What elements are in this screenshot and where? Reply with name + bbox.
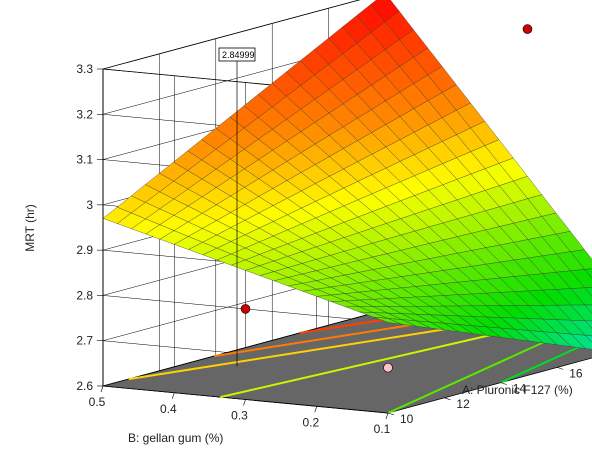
x-tick-label: 14 (513, 382, 527, 396)
tick-mark (243, 399, 246, 406)
annotation-text: 2.84999 (222, 50, 255, 60)
z-tick-label: 2.6 (76, 379, 93, 393)
tick-mark (100, 385, 104, 393)
x-tick-label: 12 (456, 397, 470, 411)
surface-cell (584, 320, 592, 329)
y-tick-label: 0.1 (374, 422, 391, 436)
y-axis-label: B: gellan gum (%) (128, 431, 223, 445)
tick-mark (314, 406, 318, 413)
grid-line (102, 0, 360, 70)
z-axis-label: MRT (hr) (23, 204, 37, 252)
z-tick-label: 2.8 (76, 288, 93, 302)
tick-mark (444, 397, 451, 401)
y-tick-label: 0.4 (160, 402, 177, 416)
surface-cell (570, 333, 592, 350)
surface-cell (570, 320, 592, 337)
y-tick-label: 0.2 (302, 415, 319, 429)
tick-mark (387, 412, 395, 416)
z-tick-label: 3.3 (76, 62, 93, 76)
y-tick-label: 0.5 (89, 395, 106, 409)
z-tick-label: 2.7 (76, 334, 93, 348)
x-axis-label: A: Pluronic F127 (%) (462, 383, 573, 397)
tick-mark (385, 412, 389, 420)
x-tick-label: 16 (569, 366, 583, 380)
tick-mark (500, 382, 507, 385)
surface-cell (584, 304, 592, 314)
contour-line (500, 340, 592, 384)
tick-mark (171, 392, 175, 399)
z-tick-label: 3 (86, 198, 93, 212)
floor-plane (102, 309, 592, 414)
design-points (240, 24, 533, 373)
tick-mark (557, 367, 564, 370)
x-tick-label: 10 (400, 412, 414, 426)
z-tick-label: 3.1 (76, 153, 93, 167)
annotation-callout: 2.84999 (218, 47, 256, 62)
z-tick-label: 2.9 (76, 243, 93, 257)
design-point (383, 362, 393, 373)
tick-labels: 2.62.72.82.933.13.23.31012141618200.50.4… (76, 62, 583, 436)
contour-line (128, 319, 500, 381)
floor-contour-plane (102, 309, 592, 414)
z-tick-label: 3.2 (76, 107, 93, 121)
design-point (240, 304, 251, 314)
surface-cell (584, 335, 592, 343)
design-point (522, 24, 533, 34)
surface-cell (570, 304, 592, 322)
contour-line (220, 323, 538, 399)
response-surface (102, 0, 592, 386)
y-tick-label: 0.3 (231, 409, 248, 423)
